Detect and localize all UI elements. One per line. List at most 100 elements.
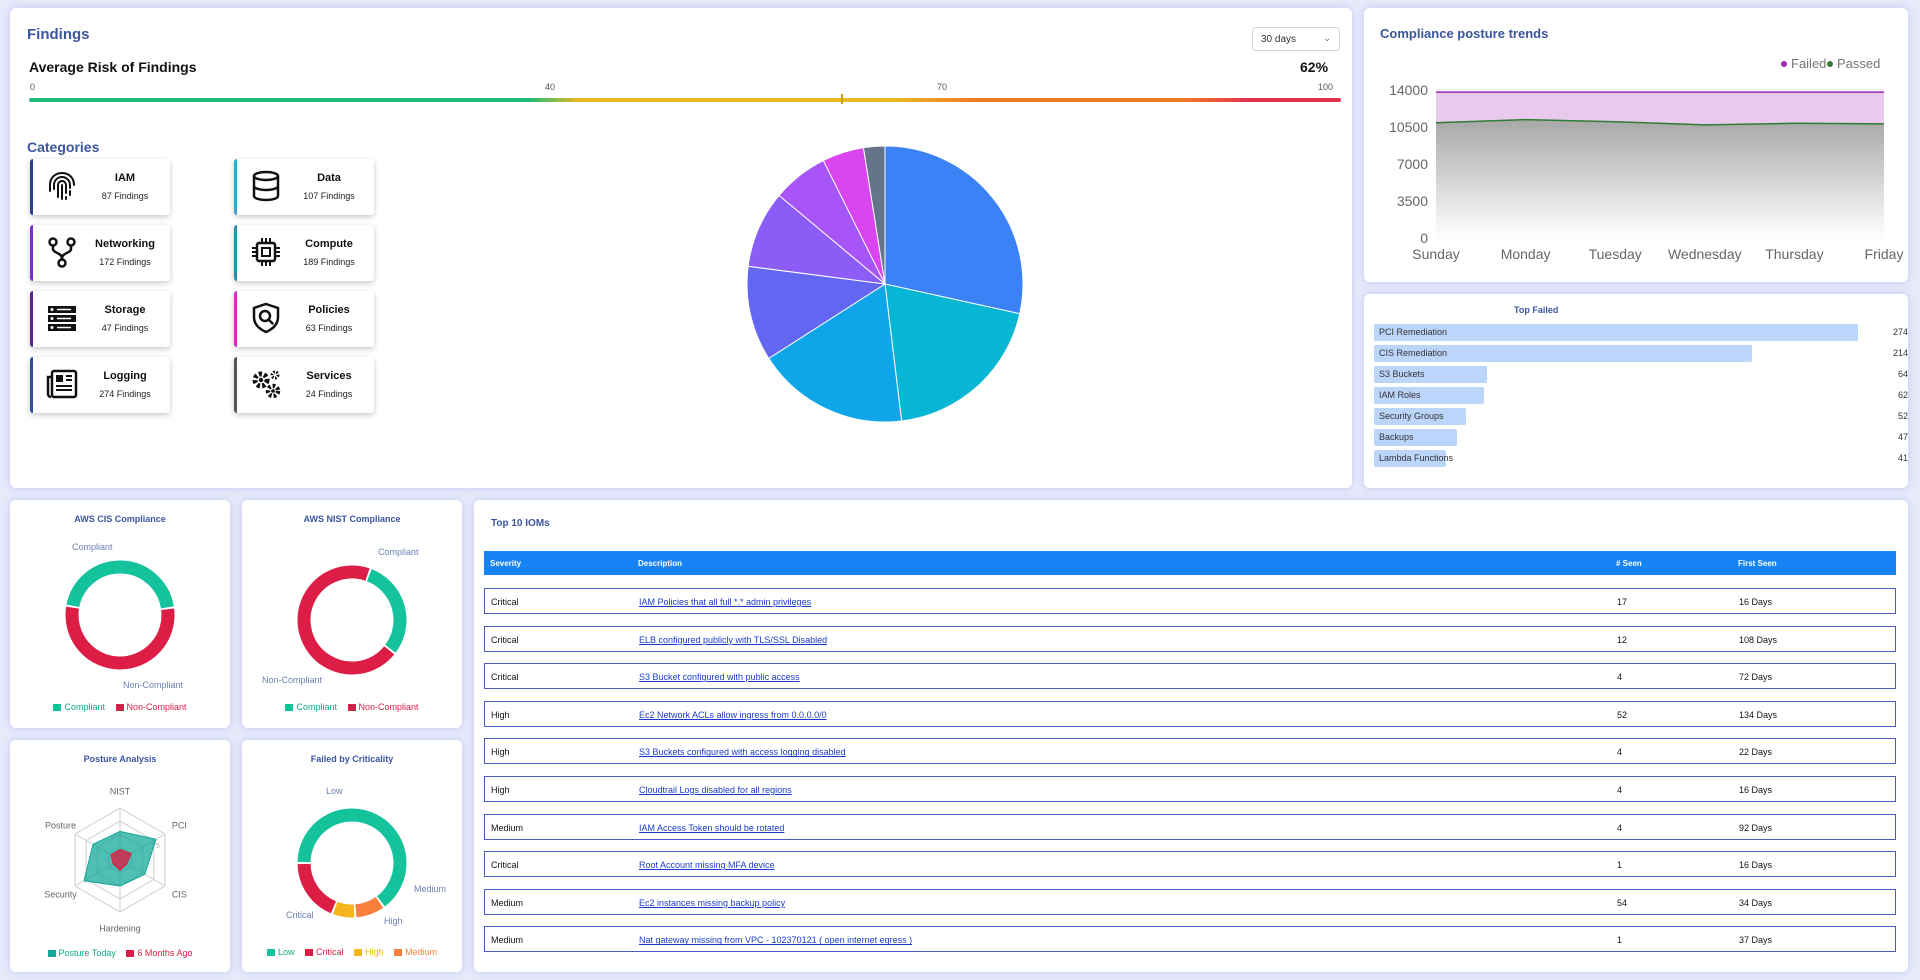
y-tick-label: 10500 <box>1389 119 1428 135</box>
iom-severity: Medium <box>491 822 524 833</box>
top-failed-bar <box>1374 366 1488 383</box>
top-failed-row[interactable]: IAM Roles 62 <box>1374 387 1908 404</box>
iom-first-seen: 37 Days <box>1739 935 1773 946</box>
crit-label-high: High <box>384 916 403 926</box>
top-failed-row[interactable]: Lambda Functions 41 <box>1374 450 1908 467</box>
top-failed-row[interactable]: CIS Remediation 214 <box>1374 345 1908 362</box>
category-iam[interactable]: IAM 87 Findings <box>30 159 170 215</box>
iom-row[interactable]: High Cloudtrail Logs disabled for all reg… <box>484 776 1896 802</box>
risk-tick: 40 <box>545 82 556 92</box>
iom-row[interactable]: Critical S3 Bucket configured with public… <box>484 663 1896 690</box>
radar-axis-label: Hardening <box>99 924 141 934</box>
iom-row[interactable]: Critical IAM Policies that all full *.* a… <box>484 588 1896 614</box>
iom-row[interactable]: High S3 Buckets configured with access lo… <box>484 738 1896 765</box>
iom-description-link[interactable]: Ec2 instances missing backup policy <box>639 897 786 908</box>
iom-seen: 17 <box>1617 597 1628 607</box>
iom-description-link[interactable]: Ec2 Network ACLs allow ingress from 0.0.… <box>639 709 827 720</box>
legend-swatch <box>285 704 294 711</box>
iom-description-link[interactable]: Root Account missing MFA device <box>639 860 775 871</box>
header-seen[interactable]: # Seen <box>1616 559 1642 568</box>
header-severity[interactable]: Severity <box>490 559 522 568</box>
pie-slice[interactable] <box>768 283 903 423</box>
category-count: 172 Findings <box>99 257 151 267</box>
shield-search-icon <box>249 301 283 335</box>
top-failed-label: Lambda Functions <box>1379 453 1454 463</box>
legend-item: Medium <box>405 947 438 957</box>
iom-severity: Critical <box>491 634 519 645</box>
legend-item: Compliant <box>64 702 105 712</box>
pie-slice[interactable] <box>746 265 887 360</box>
iom-row[interactable]: Critical ELB configured publicly with TLS… <box>484 625 1896 652</box>
top-failed-title: Top Failed <box>1514 305 1559 315</box>
category-count: 274 Findings <box>99 389 151 399</box>
category-policies[interactable]: Policies 63 Findings <box>234 291 374 347</box>
legend-swatch <box>394 949 403 956</box>
pie-slice[interactable] <box>862 145 886 285</box>
pie-slice[interactable] <box>884 283 1021 422</box>
iom-description-link[interactable]: IAM Policies that all full *.* admin pri… <box>639 597 812 607</box>
category-services[interactable]: Services 24 Findings <box>234 357 374 413</box>
passed-line <box>1435 118 1885 126</box>
donut-segment[interactable] <box>297 863 337 914</box>
header-first-seen[interactable]: First Seen <box>1738 559 1777 568</box>
top-failed-value: 47 <box>1897 432 1908 442</box>
top-failed-row[interactable]: PCI Remediation 274 <box>1374 324 1908 341</box>
pie-slice[interactable] <box>747 194 887 285</box>
radar-series[interactable] <box>110 849 132 872</box>
iom-row[interactable]: Medium Ec2 instances missing backup polic… <box>484 888 1896 915</box>
donut-segment[interactable] <box>297 565 395 675</box>
donut-segment[interactable] <box>332 901 355 918</box>
top-failed-row[interactable]: S3 Buckets 64 <box>1374 366 1908 383</box>
iom-description-link[interactable]: IAM Access Token should be rotated <box>639 822 785 833</box>
category-compute[interactable]: Compute 189 Findings <box>234 225 374 281</box>
category-logging[interactable]: Logging 274 Findings <box>30 357 170 413</box>
iom-description-link[interactable]: ELB configured publicly with TLS/SSL Dis… <box>639 634 828 645</box>
range-select[interactable]: 30 days ⌄ <box>1252 27 1340 51</box>
category-count: 107 Findings <box>303 191 355 201</box>
risk-marker <box>841 94 844 104</box>
category-networking[interactable]: Networking 172 Findings <box>30 225 170 281</box>
iom-row[interactable]: High Ec2 Network ACLs allow ingress from … <box>484 700 1896 727</box>
donut-segment[interactable] <box>366 569 407 653</box>
nist-legend: Compliant Non-Compliant <box>242 702 462 712</box>
cpu-icon <box>249 235 283 269</box>
risk-tick: 0 <box>30 82 36 92</box>
findings-card: Findings 30 days ⌄ Average Risk of Findi… <box>10 8 1352 488</box>
crit-label-medium: Medium <box>414 884 447 894</box>
iom-severity: High <box>491 785 510 795</box>
radar-ring-label: 75 <box>152 843 160 850</box>
donut-segment[interactable] <box>297 808 407 907</box>
donut-segment[interactable] <box>66 560 174 609</box>
iom-seen: 54 <box>1617 897 1628 908</box>
category-name: Logging <box>103 370 147 382</box>
top-failed-label: IAM Roles <box>1379 390 1421 400</box>
aws-nist-card: AWS NIST Compliance Compliant Non-Compli… <box>242 500 462 728</box>
iom-seen: 4 <box>1617 785 1623 795</box>
categories-title: Categories <box>27 139 100 155</box>
iom-row[interactable]: Medium Nat gateway missing from VPC - 102… <box>484 926 1896 953</box>
top-failed-label: PCI Remediation <box>1379 327 1448 337</box>
iom-row[interactable]: Medium IAM Access Token should be rotated… <box>484 813 1896 840</box>
top-failed-row[interactable]: Security Groups 52 <box>1374 408 1908 425</box>
iom-description-link[interactable]: S3 Bucket configured with public access <box>639 672 800 683</box>
pie-slice[interactable] <box>884 145 1024 315</box>
crit-label-critical: Critical <box>286 910 314 920</box>
legend-item: Passed <box>1837 56 1880 71</box>
category-storage[interactable]: Storage 47 Findings <box>30 291 170 347</box>
risk-percent: 62% <box>1300 59 1329 75</box>
iom-description-link[interactable]: Nat gateway missing from VPC - 102370121… <box>639 935 913 946</box>
top-failed-row[interactable]: Backups 47 <box>1374 429 1908 446</box>
donut-segment[interactable] <box>65 606 175 670</box>
top-failed-label: Security Groups <box>1379 411 1444 421</box>
category-name: Compute <box>305 238 353 250</box>
top-failed-value: 274 <box>1892 327 1908 337</box>
header-description[interactable]: Description <box>638 559 683 568</box>
nist-label-compliant: Compliant <box>378 547 419 557</box>
iom-description-link[interactable]: S3 Buckets configured with access loggin… <box>639 747 846 758</box>
category-data[interactable]: Data 107 Findings <box>234 159 374 215</box>
iom-row[interactable]: Critical Root Account missing MFA device 1… <box>484 851 1896 878</box>
iom-description-link[interactable]: Cloudtrail Logs disabled for all regions <box>639 785 792 795</box>
donut-segment[interactable] <box>355 896 384 918</box>
top-failed-card: Top Failed PCI Remediation 274 CIS Remedia… <box>1364 294 1908 488</box>
